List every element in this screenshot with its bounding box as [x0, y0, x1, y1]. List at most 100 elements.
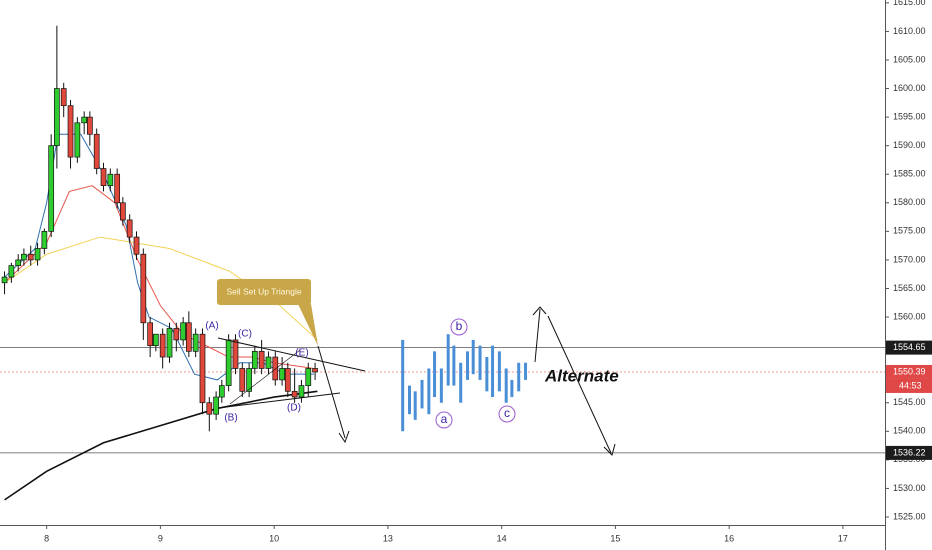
- candle-body: [199, 333, 206, 404]
- wave-circle: [450, 318, 468, 336]
- price-level-box: [886, 364, 932, 379]
- price-level-label: 1554.65: [893, 342, 926, 352]
- candle-body: [232, 339, 239, 369]
- candle-body: [152, 333, 159, 346]
- candle-body: [206, 402, 213, 415]
- countdown-box: [886, 378, 932, 393]
- annotations: Sell Set Up Triangle (A) (B) (C) (D) (E)…: [205, 279, 619, 456]
- wave-label: (B): [224, 413, 237, 424]
- candle-body: [284, 368, 291, 392]
- candle-body: [27, 253, 34, 261]
- countdown-label: 44:53: [899, 380, 922, 390]
- x-tick-label: 8: [44, 533, 49, 543]
- callout-text: Sell Set Up Triangle: [226, 286, 301, 296]
- candle-body: [225, 339, 232, 386]
- wave-label: (C): [238, 329, 252, 340]
- candle-body: [173, 328, 180, 341]
- candle-body: [15, 259, 22, 266]
- y-tick-label: 1560.00: [893, 311, 926, 321]
- y-tick-label: 1530.00: [893, 483, 926, 493]
- y-tick-label: 1565.00: [893, 283, 926, 293]
- candle-body: [114, 173, 121, 204]
- y-tick-label: 1600.00: [893, 83, 926, 93]
- candle-body: [126, 219, 133, 238]
- candle-body: [218, 385, 225, 398]
- x-tick-label: 13: [383, 533, 393, 543]
- candle-body: [21, 253, 27, 261]
- candle-body: [140, 253, 147, 324]
- candle-body: [312, 368, 318, 373]
- wave-label: b: [456, 319, 463, 333]
- arrow: [547, 315, 612, 454]
- x-tick-label: 15: [610, 533, 620, 543]
- candle-body: [133, 236, 140, 255]
- candle-body: [192, 333, 199, 352]
- price-level-box: [886, 445, 932, 460]
- x-tick-label: 10: [269, 533, 279, 543]
- candle-body: [48, 145, 55, 232]
- price-level-label: 1550.39: [893, 366, 926, 376]
- wave-circle: [498, 405, 516, 423]
- arrow: [534, 308, 541, 363]
- y-tick-label: 1595.00: [893, 111, 926, 121]
- candle-body: [272, 356, 279, 381]
- wave-label: c: [504, 406, 510, 420]
- price-level-label: 1536.22: [893, 447, 926, 457]
- candle-body: [81, 116, 88, 124]
- triangle-leg: [229, 349, 301, 405]
- candle-body: [87, 116, 93, 135]
- candle-body: [239, 368, 246, 392]
- wave-label: (D): [287, 403, 301, 414]
- candle-body: [159, 333, 166, 358]
- candle-body: [107, 173, 114, 187]
- candle-body: [305, 368, 312, 386]
- y-tick-label: 1570.00: [893, 254, 926, 264]
- candle-body: [251, 350, 258, 369]
- candle-body: [67, 105, 74, 158]
- candle-body: [213, 396, 219, 415]
- candle-body: [8, 265, 15, 278]
- candle-body: [34, 248, 41, 261]
- x-tick-label: 14: [497, 533, 507, 543]
- y-tick-label: 1615.00: [893, 0, 926, 7]
- y-tick-label: 1525.00: [893, 511, 926, 521]
- candle-body: [54, 88, 60, 147]
- wave-label: a: [441, 412, 448, 426]
- arrow-head: [338, 430, 350, 444]
- triangle-upper: [217, 337, 366, 372]
- y-tick-label: 1610.00: [893, 26, 926, 36]
- candle-body: [265, 356, 272, 369]
- plot-area: [0, 25, 885, 501]
- candle-body: [41, 231, 48, 249]
- y-tick-label: 1590.00: [893, 140, 926, 150]
- wave-label: (E): [295, 348, 308, 359]
- y-tick-label: 1605.00: [893, 54, 926, 64]
- x-tick-label: 17: [838, 533, 848, 543]
- candle-body: [60, 88, 67, 107]
- candle-body: [93, 133, 100, 169]
- candle-body: [279, 368, 285, 381]
- y-tick-label: 1575.00: [893, 226, 926, 236]
- y-tick-label: 1540.00: [893, 426, 926, 436]
- moving-average: [4, 390, 318, 501]
- arrow-head: [532, 306, 547, 316]
- candle-body: [246, 368, 252, 392]
- candle-body: [100, 168, 107, 187]
- wave-label: (A): [205, 321, 218, 332]
- moving-average: [4, 236, 318, 341]
- arrow-head: [603, 443, 616, 456]
- callout-box: [217, 279, 311, 305]
- x-tick-label: 9: [158, 533, 163, 543]
- candle-body: [291, 390, 298, 398]
- moving-average: [4, 185, 315, 369]
- candle-body: [258, 350, 265, 369]
- wave-circle: [435, 411, 453, 429]
- y-tick-label: 1545.00: [893, 397, 926, 407]
- price-level-box: [886, 340, 932, 355]
- candle-body: [1, 276, 8, 284]
- candle-body: [120, 202, 126, 221]
- candle-body: [298, 385, 305, 398]
- candle-body: [180, 322, 186, 341]
